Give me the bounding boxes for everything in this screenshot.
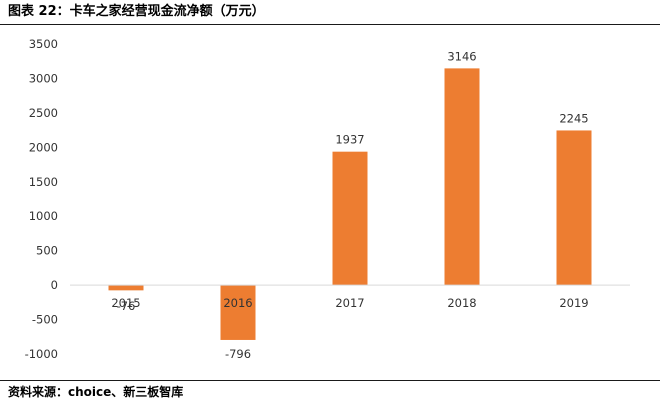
- y-tick-label: 3000: [29, 71, 58, 85]
- data-labels: -76 -796 1937 3146 2245: [117, 49, 589, 361]
- data-label: -796: [225, 347, 251, 361]
- data-label: -76: [117, 299, 136, 313]
- y-tick-label: 3500: [29, 37, 58, 51]
- bar-2017: [332, 151, 368, 286]
- x-axis-ticks: 2015 2016 2017 2018 2019: [111, 296, 588, 310]
- y-axis-ticks: 3500 3000 2500 2000 1500 1000 500 0 -500 -1000: [25, 37, 58, 361]
- y-tick-label: -1000: [25, 347, 58, 361]
- x-tick-label: 2016: [223, 296, 252, 310]
- figure-source: 资料来源：choice、新三板智库: [8, 385, 184, 399]
- title-rule: [0, 24, 660, 25]
- x-tick-label: 2019: [559, 296, 588, 310]
- y-tick-label: -500: [32, 313, 58, 327]
- data-label: 1937: [335, 133, 364, 147]
- bar-2015: [108, 285, 144, 291]
- y-tick-label: 2500: [29, 106, 58, 120]
- data-label: 2245: [559, 111, 588, 125]
- x-tick-label: 2018: [447, 296, 476, 310]
- source-rule: [0, 380, 660, 381]
- x-tick-label: 2015: [111, 296, 140, 310]
- data-label: 3146: [447, 49, 476, 63]
- y-tick-label: 500: [36, 244, 58, 258]
- y-tick-label: 1500: [29, 175, 58, 189]
- bar-2018: [444, 68, 480, 286]
- bar-2019: [556, 130, 592, 286]
- x-tick-label: 2017: [335, 296, 364, 310]
- y-tick-label: 2000: [29, 140, 58, 154]
- bar-chart: 3500 3000 2500 2000 1500 1000 500 0 -500 -1000 20…: [25, 37, 630, 361]
- figure-title: 图表 22：卡车之家经营现金流净额（万元）: [8, 4, 265, 19]
- y-tick-label: 1000: [29, 209, 58, 223]
- bar-2016: [220, 285, 256, 340]
- bar-series: [108, 68, 592, 340]
- y-tick-label: 0: [51, 278, 58, 292]
